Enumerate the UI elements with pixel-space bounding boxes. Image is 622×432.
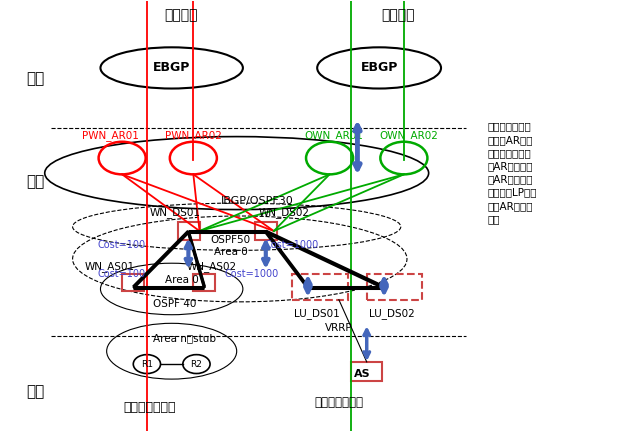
Text: Area n，stub: Area n，stub <box>153 334 216 343</box>
Text: OSPF 40: OSPF 40 <box>153 299 197 309</box>
Text: WN_DS01: WN_DS01 <box>150 207 201 218</box>
Text: Cost=100: Cost=100 <box>98 240 146 250</box>
Text: R2: R2 <box>190 359 202 368</box>
Text: Area 0: Area 0 <box>165 275 199 286</box>
Text: 网点: 网点 <box>26 384 44 400</box>
Text: WN_DS02: WN_DS02 <box>258 207 309 218</box>
Text: 网点生产、办公: 网点生产、办公 <box>124 400 176 413</box>
Text: EBGP: EBGP <box>153 61 190 74</box>
Text: 市行: 市行 <box>26 174 44 189</box>
Text: IBGP/OSPF30: IBGP/OSPF30 <box>221 196 294 206</box>
Text: R1: R1 <box>141 359 153 368</box>
Text: Cost=100: Cost=100 <box>98 269 146 279</box>
Text: VRRP: VRRP <box>325 323 353 333</box>
Text: 省行生产: 省行生产 <box>164 8 198 22</box>
Text: LU_DS01: LU_DS01 <box>294 308 340 319</box>
Text: OWN_AR01: OWN_AR01 <box>305 130 364 141</box>
Text: OWN_AR02: OWN_AR02 <box>379 130 438 141</box>
Text: 分行生产、办公: 分行生产、办公 <box>314 396 363 409</box>
Text: LU_DS02: LU_DS02 <box>369 308 414 319</box>
Text: EBGP: EBGP <box>360 61 398 74</box>
Text: Cost=1000: Cost=1000 <box>264 240 319 250</box>
Text: WN_AS02: WN_AS02 <box>187 261 237 272</box>
Text: PWN_AR01: PWN_AR01 <box>82 130 139 141</box>
Text: 实施路由策略，
对生产AR只发
布生产网段，办
公AR只发布办
公AR，发布的
时候携带LP値，
方便AR下行选
路。: 实施路由策略， 对生产AR只发 布生产网段，办 公AR只发布办 公AR，发布的 … <box>488 121 537 224</box>
Text: 省行办公: 省行办公 <box>381 8 414 22</box>
Text: AS: AS <box>354 368 371 378</box>
Text: WN_AS01: WN_AS01 <box>85 261 135 272</box>
Text: OSPF50
Area 0: OSPF50 Area 0 <box>210 235 251 257</box>
Text: 省行: 省行 <box>26 71 44 86</box>
Text: PWN_AR02: PWN_AR02 <box>165 130 222 141</box>
Text: Cost=1000: Cost=1000 <box>225 269 279 279</box>
